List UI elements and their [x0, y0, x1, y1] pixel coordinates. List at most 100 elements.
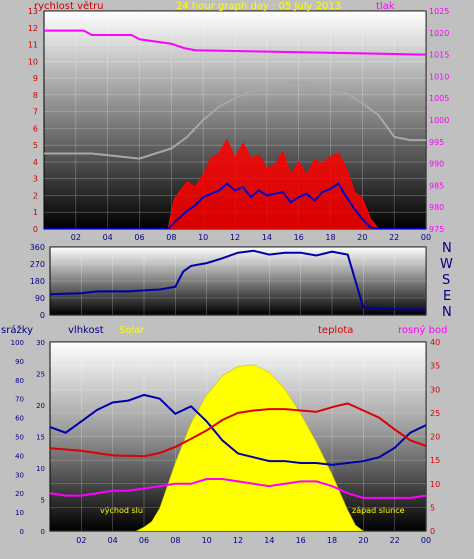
x-tick-label: 12 — [230, 233, 240, 242]
x-tick-label: 16 — [294, 233, 304, 242]
humidity-line — [50, 393, 426, 466]
wind-avg-line — [44, 182, 426, 229]
wind-direction-line — [50, 249, 426, 311]
x-tick-label: 14 — [264, 536, 274, 545]
left-tick-label: 7 — [33, 108, 38, 117]
left-tick-label: 12 — [28, 24, 38, 33]
x-tick-label: 08 — [166, 233, 176, 242]
right-tick-label: 1025 — [429, 7, 449, 16]
compass-labels: N W S E N — [440, 241, 453, 320]
right-tick-label: 1010 — [429, 72, 449, 81]
wind-pressure-series — [44, 29, 426, 229]
right-tick-label: 1015 — [429, 51, 449, 60]
compass-n-top: N — [442, 241, 452, 256]
x-tick-label: 02 — [76, 536, 86, 545]
left-tick-label: 6 — [33, 124, 38, 133]
temperature-axes: 0510152025303540010203040506070809010005… — [11, 338, 441, 545]
chart-title: 24 hour graph day : 05 July 2013 — [176, 1, 341, 12]
temperature-tick-label: 15 — [430, 456, 440, 465]
wind-direction-plot — [49, 246, 427, 316]
humidity-tick-label: 60 — [15, 415, 24, 423]
temperature-tick-label: 10 — [430, 480, 440, 489]
right-tick-label: 985 — [429, 181, 444, 190]
humidity-tick-label: 10 — [15, 509, 24, 517]
x-tick-label: 08 — [170, 536, 180, 545]
dewpoint-line — [50, 478, 426, 499]
solar-label: Solar — [119, 325, 145, 336]
rain-tick-label: 5 — [41, 497, 45, 505]
temperature-line — [50, 402, 426, 458]
right-tick-label: 1020 — [429, 29, 449, 38]
solar-area — [136, 364, 364, 531]
wind-direction-axes: 0 90 180 270 360 — [30, 243, 45, 320]
wind-direction-grid — [50, 247, 426, 315]
x-tick-label: 14 — [262, 233, 272, 242]
left-tick-label: 13 — [28, 7, 38, 16]
pressure-label: tlak — [376, 1, 395, 12]
humidity-tick-label: 40 — [15, 452, 24, 460]
x-tick-label: 04 — [108, 536, 118, 545]
rain-tick-label: 10 — [36, 465, 45, 473]
x-tick-label: 10 — [202, 536, 212, 545]
gust-line — [44, 80, 426, 160]
x-tick-label: 22 — [389, 233, 399, 242]
rain-tick-label: 0 — [41, 528, 45, 536]
right-tick-label: 995 — [429, 138, 444, 147]
left-tick-label: 4 — [33, 158, 38, 167]
humidity-tick-label: 20 — [15, 490, 24, 498]
x-tick-label: 00 — [421, 536, 431, 545]
right-tick-label: 1005 — [429, 94, 449, 103]
x-tick-label: 16 — [296, 536, 306, 545]
temperature-tick-label: 25 — [430, 409, 440, 418]
compass-n-bottom: N — [442, 305, 452, 320]
compass-e: E — [443, 289, 451, 304]
direction-tick-label: 0 — [40, 311, 45, 320]
left-tick-label: 11 — [28, 41, 38, 50]
x-tick-label: 00 — [421, 233, 431, 242]
temperature-series — [50, 364, 426, 531]
rain-label: srážky — [1, 324, 33, 336]
x-tick-label: 06 — [139, 536, 149, 545]
wind-speed-label: rychlost větru — [34, 0, 104, 12]
left-tick-label: 10 — [28, 57, 38, 66]
rain-tick-label: 15 — [36, 434, 45, 442]
direction-tick-label: 90 — [35, 294, 45, 303]
left-tick-label: 3 — [33, 175, 38, 184]
temperature-tick-label: 40 — [430, 338, 440, 347]
humidity-tick-label: 0 — [20, 528, 24, 536]
humidity-tick-label: 80 — [15, 377, 24, 385]
wind-direction-series — [50, 249, 426, 311]
temperature-tick-label: 30 — [430, 385, 440, 394]
temperature-tick-label: 35 — [430, 362, 440, 371]
humidity-tick-label: 70 — [15, 396, 24, 404]
humidity-tick-label: 50 — [15, 434, 24, 442]
humidity-tick-label: 100 — [11, 339, 24, 347]
compass-s: S — [442, 273, 450, 288]
right-tick-label: 980 — [429, 203, 444, 212]
x-tick-label: 06 — [134, 233, 144, 242]
humidity-label: vlhkost — [68, 325, 104, 336]
left-tick-label: 0 — [33, 225, 38, 234]
sunrise-label: východ slu — [100, 506, 143, 515]
x-tick-label: 12 — [233, 536, 243, 545]
temperature-label: teplota — [318, 325, 353, 336]
wind-max-line — [44, 138, 426, 229]
temperature-tick-label: 5 — [430, 503, 435, 512]
x-tick-label: 02 — [71, 233, 81, 242]
x-tick-label: 18 — [327, 536, 337, 545]
right-tick-label: 990 — [429, 160, 444, 169]
direction-tick-label: 360 — [30, 243, 45, 252]
x-tick-label: 04 — [103, 233, 113, 242]
temperature-tick-label: 0 — [430, 527, 435, 536]
pressure-line — [44, 29, 426, 56]
x-tick-label: 10 — [198, 233, 208, 242]
left-tick-label: 2 — [33, 191, 38, 200]
rain-tick-label: 25 — [36, 371, 45, 379]
x-tick-label: 22 — [390, 536, 400, 545]
direction-tick-label: 180 — [30, 277, 45, 286]
direction-tick-label: 270 — [30, 260, 45, 269]
right-tick-label: 975 — [429, 225, 444, 234]
